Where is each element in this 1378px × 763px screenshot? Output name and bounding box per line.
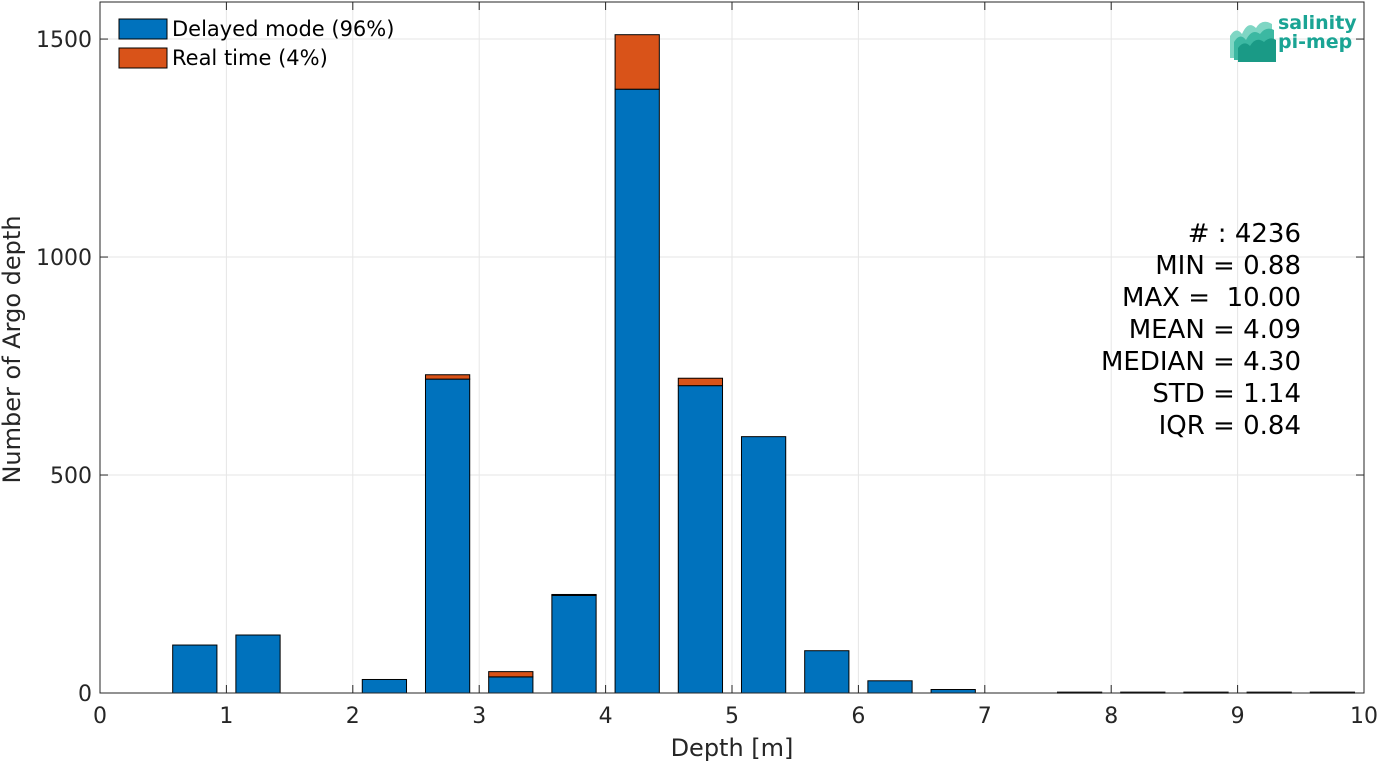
y-tick-label: 0 [78,682,92,707]
bar-delayed-mode [172,644,218,694]
legend-swatch-realtime [118,47,168,69]
y-axis-label: Number of Argo depth [0,215,26,483]
bar-delayed-mode [235,634,281,694]
bar-delayed-mode [361,678,408,694]
bar-delayed-mode [488,676,534,694]
bar-delayed-mode [551,594,597,694]
x-tick-label: 4 [599,704,613,729]
bar-delayed-mode [804,650,850,694]
logo-line2: pi-mep [1278,31,1353,53]
stat-count: # : 4236 [1187,219,1301,249]
x-tick-labels: 0 1 2 3 4 5 6 7 8 9 10 [93,2,1378,729]
bar-delayed-mode [677,385,724,694]
x-tick-label: 8 [1104,704,1118,729]
x-tick-label: 6 [851,704,865,729]
statistics-box: # : 4236 MIN = 0.88 MAX = 10.00 MEAN = 4.09… [1101,218,1301,442]
stat-min: MIN = 0.88 [1155,251,1301,281]
bar-real-time [677,377,724,387]
stat-max: MAX = 10.00 [1121,283,1301,313]
stat-std: STD = 1.14 [1152,379,1301,409]
bar-delayed-mode [424,378,471,694]
x-tick-label: 1 [219,704,233,729]
logo-line1: salinity [1278,12,1357,34]
bar-real-time [551,593,597,596]
x-axis-label: Depth [m] [671,734,794,762]
stat-median: MEDIAN = 4.30 [1101,347,1301,377]
bar-delayed-mode [740,436,787,694]
x-tick-label: 5 [725,704,739,729]
bar-delayed-mode [930,689,976,694]
bar-delayed-mode [867,680,913,694]
legend-label-realtime: Real time (4%) [172,46,328,70]
x-tick-label: 9 [1231,704,1245,729]
x-tick-label: 0 [93,704,107,729]
stat-mean: MEAN = 4.09 [1128,315,1301,345]
legend: Delayed mode (96%) Real time (4%) [118,17,394,70]
bar-real-time [614,34,660,90]
y-tick-label: 500 [50,464,92,489]
x-tick-label: 2 [346,704,360,729]
x-tick-label: 10 [1350,704,1378,729]
stat-iqr: IQR = 0.84 [1158,411,1301,441]
x-tick-label: 3 [472,704,486,729]
legend-label-delayed: Delayed mode (96%) [172,17,394,41]
logo-wave-icon [1230,21,1276,62]
legend-swatch-delayed [118,18,168,40]
y-tick-label: 1500 [36,28,92,53]
salinity-pimep-logo: salinity pi-mep [1228,14,1358,62]
x-tick-label: 7 [978,704,992,729]
y-tick-labels: 0 500 1000 1500 [36,28,1364,707]
bar-real-time [488,671,534,678]
y-tick-label: 1000 [36,246,92,271]
bars [172,34,1356,694]
logo-text: salinity pi-mep [1278,14,1357,52]
bar-delayed-mode [614,88,660,694]
bar-real-time [424,374,471,380]
